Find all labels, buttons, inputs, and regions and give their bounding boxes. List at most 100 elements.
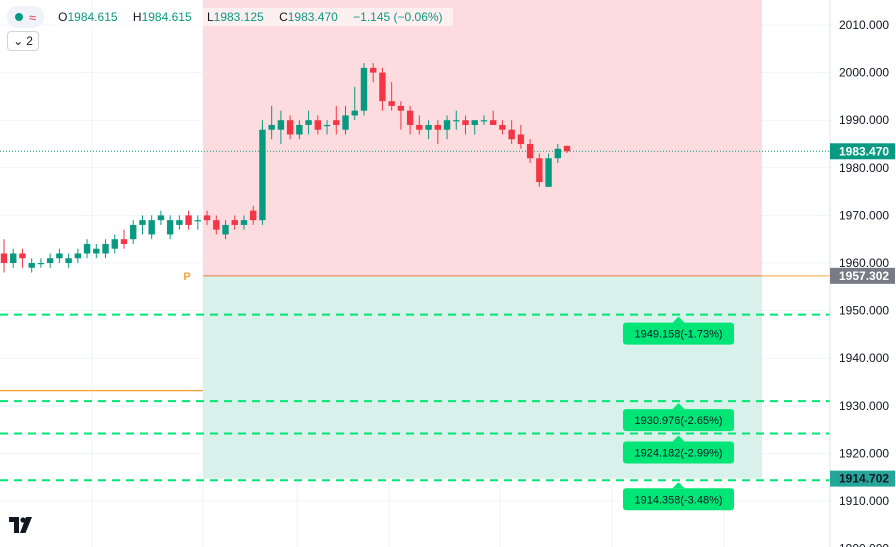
price-tag-label: 1914.702 bbox=[839, 472, 889, 486]
y-tick-label: 1900.000 bbox=[839, 542, 889, 547]
candle-body[interactable] bbox=[93, 248, 100, 254]
target-badge-pointer bbox=[672, 482, 685, 489]
target-badge-pointer bbox=[672, 316, 685, 323]
candle-body[interactable] bbox=[360, 67, 368, 111]
candle-body[interactable] bbox=[563, 145, 571, 152]
wave-icon: ≈ bbox=[29, 9, 37, 25]
close-value: 1983.470 bbox=[287, 10, 338, 24]
candle-body[interactable] bbox=[185, 215, 192, 225]
candle-body[interactable] bbox=[517, 134, 525, 144]
price-tag-label: 1957.302 bbox=[839, 269, 889, 283]
chevron-down-icon: ⌄ bbox=[13, 34, 24, 48]
candle-body[interactable] bbox=[489, 120, 497, 125]
visibility-toggle[interactable]: ≈ bbox=[7, 6, 45, 28]
y-tick-label: 1930.000 bbox=[839, 399, 889, 413]
candle-body[interactable] bbox=[471, 120, 478, 125]
candle-body[interactable] bbox=[277, 120, 285, 130]
candle-body[interactable] bbox=[83, 243, 91, 254]
candle-body[interactable] bbox=[370, 67, 377, 73]
target-badge-label: 1924.182(-2.99%) bbox=[634, 447, 722, 459]
candle-body[interactable] bbox=[323, 124, 331, 127]
y-tick-label: 2010.000 bbox=[839, 18, 889, 32]
candle-body[interactable] bbox=[28, 263, 35, 268]
target-badge[interactable] bbox=[623, 322, 734, 345]
y-tick-label: 1950.000 bbox=[839, 304, 889, 318]
candle-body[interactable] bbox=[46, 258, 54, 263]
candle-body[interactable] bbox=[240, 220, 248, 225]
low-label: L bbox=[206, 10, 214, 24]
candle-body[interactable] bbox=[19, 253, 26, 259]
target-badge-label: 1930.976(-2.65%) bbox=[634, 415, 722, 427]
candle-body[interactable] bbox=[111, 239, 118, 249]
candle-body[interactable] bbox=[545, 158, 552, 187]
candle-body[interactable] bbox=[333, 120, 340, 125]
candle-body[interactable] bbox=[305, 120, 312, 125]
candle-body[interactable] bbox=[508, 129, 515, 140]
candle-body[interactable] bbox=[453, 120, 460, 122]
candle-body[interactable] bbox=[120, 239, 128, 244]
low-value: 1983.125 bbox=[213, 10, 264, 24]
target-badge[interactable] bbox=[623, 441, 734, 464]
candle-body[interactable] bbox=[554, 148, 561, 159]
candle-body[interactable] bbox=[268, 124, 275, 130]
candle-body[interactable] bbox=[222, 224, 229, 235]
candle-body[interactable] bbox=[139, 220, 146, 225]
change-value: −1.145 (−0.06%) bbox=[353, 10, 443, 24]
candle-body[interactable] bbox=[259, 129, 266, 221]
candle-body[interactable] bbox=[351, 110, 358, 116]
candle-body[interactable] bbox=[406, 110, 414, 125]
candle-body[interactable] bbox=[194, 220, 202, 222]
tradingview-logo-icon[interactable] bbox=[8, 514, 38, 536]
pivot-marker-label: P bbox=[183, 271, 190, 283]
y-tick-label: 2000.000 bbox=[839, 66, 889, 80]
collapse-indicators-button[interactable]: ⌄ 2 bbox=[7, 31, 39, 51]
candle-body[interactable] bbox=[526, 144, 534, 159]
price-tag[interactable] bbox=[830, 470, 895, 487]
candle-body[interactable] bbox=[443, 120, 451, 130]
candle-body[interactable] bbox=[379, 72, 386, 102]
candle-body[interactable] bbox=[203, 215, 211, 221]
candle-body[interactable] bbox=[314, 120, 322, 130]
price-tag[interactable] bbox=[830, 143, 895, 160]
price-tag[interactable] bbox=[830, 267, 895, 284]
candle-body[interactable] bbox=[148, 220, 155, 235]
y-tick-label: 1910.000 bbox=[839, 494, 889, 508]
price-tag-label: 1983.470 bbox=[839, 144, 889, 158]
candle-body[interactable] bbox=[176, 220, 183, 225]
open-value: 1984.615 bbox=[67, 10, 118, 24]
ohlc-values: O1984.615 H1984.615 L1983.125 C1983.470 … bbox=[54, 8, 453, 26]
candle-body[interactable] bbox=[65, 258, 72, 263]
candle-body[interactable] bbox=[397, 105, 405, 111]
target-badge-label: 1949.158(-1.73%) bbox=[634, 329, 722, 341]
candle-body[interactable] bbox=[296, 124, 303, 135]
candle-body[interactable] bbox=[166, 220, 174, 235]
candle-body[interactable] bbox=[74, 253, 82, 259]
candle-body[interactable] bbox=[56, 253, 63, 259]
ohlc-legend: ≈ O1984.615 H1984.615 L1983.125 C1983.47… bbox=[7, 5, 453, 29]
candle-body[interactable] bbox=[37, 263, 45, 265]
candle-body[interactable] bbox=[536, 158, 543, 183]
candle-body[interactable] bbox=[0, 253, 8, 263]
candle-body[interactable] bbox=[157, 215, 165, 221]
candle-body[interactable] bbox=[342, 115, 349, 130]
candle-body[interactable] bbox=[416, 124, 423, 130]
indicator-count: 2 bbox=[26, 34, 33, 48]
candle-body[interactable] bbox=[130, 224, 137, 240]
candle-body[interactable] bbox=[10, 253, 17, 263]
candle-body[interactable] bbox=[102, 243, 109, 254]
candle-body[interactable] bbox=[480, 120, 488, 122]
candle-body[interactable] bbox=[286, 120, 294, 135]
candle-body[interactable] bbox=[462, 120, 469, 125]
candle-body[interactable] bbox=[213, 220, 220, 230]
candle-body[interactable] bbox=[250, 210, 257, 221]
candle-body[interactable] bbox=[425, 124, 432, 130]
target-badge[interactable] bbox=[623, 409, 734, 432]
target-badge[interactable] bbox=[623, 488, 734, 511]
candle-body[interactable] bbox=[434, 124, 442, 130]
candle-body[interactable] bbox=[499, 124, 506, 130]
candle-body[interactable] bbox=[231, 220, 238, 225]
candle-body[interactable] bbox=[388, 101, 395, 106]
high-label: H bbox=[132, 10, 142, 24]
